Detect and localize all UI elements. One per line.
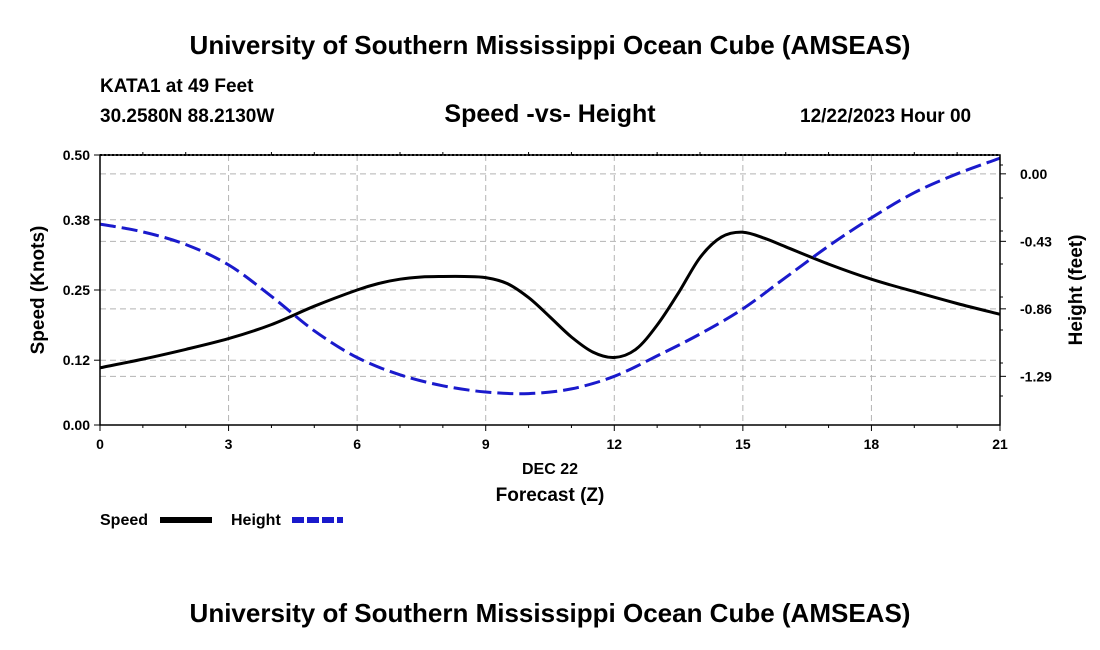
x-tick-label: 0 (96, 436, 104, 452)
x-tick-label: 12 (606, 436, 622, 452)
series-layer (99, 156, 1001, 396)
footer-title: University of Southern Mississippi Ocean… (189, 598, 911, 628)
y2-tick-label: -0.43 (1020, 233, 1052, 249)
y-tick-label: 0.00 (63, 417, 90, 433)
y-tick-label: 0.50 (63, 147, 90, 163)
main-title: University of Southern Mississippi Ocean… (189, 30, 911, 60)
station-label: KATA1 at 49 Feet (100, 76, 254, 97)
station-coordinates: 30.2580N 88.2130W (100, 106, 275, 127)
grid-layer (100, 155, 1000, 425)
x-axis-title: Forecast (Z) (496, 485, 605, 506)
x-tick-label: 6 (353, 436, 361, 452)
chart-title: Speed -vs- Height (444, 100, 656, 128)
x-tick-label: 18 (864, 436, 880, 452)
x-tick-label: 21 (992, 436, 1008, 452)
y-axis-title: Speed (Knots) (28, 226, 49, 355)
x-tick-label: 3 (225, 436, 233, 452)
x-axis-date-label: DEC 22 (522, 461, 578, 478)
y-tick-label: 0.25 (63, 282, 90, 298)
y2-axis-title: Height (feet) (1066, 235, 1087, 346)
y-tick-label: 0.38 (63, 212, 90, 228)
y-tick-label: 0.12 (63, 352, 90, 368)
x-tick-label: 9 (482, 436, 490, 452)
x-tick-label: 15 (735, 436, 751, 452)
y2-tick-label: -0.86 (1020, 301, 1052, 317)
legend: Speed Height (100, 512, 343, 529)
legend-height-label: Height (231, 512, 281, 529)
height-series-line (99, 156, 1001, 396)
speed-series-line (99, 230, 1001, 370)
forecast-datetime: 12/22/2023 Hour 00 (800, 106, 972, 127)
legend-speed-label: Speed (100, 512, 148, 529)
axis-layer: 0 3 6 9 12 15 18 21 0.00 0.12 0.25 0.38 0.50 0.00 -0.4… (63, 147, 1052, 452)
y2-tick-label: 0.00 (1020, 166, 1047, 182)
y2-tick-label: -1.29 (1020, 368, 1052, 384)
